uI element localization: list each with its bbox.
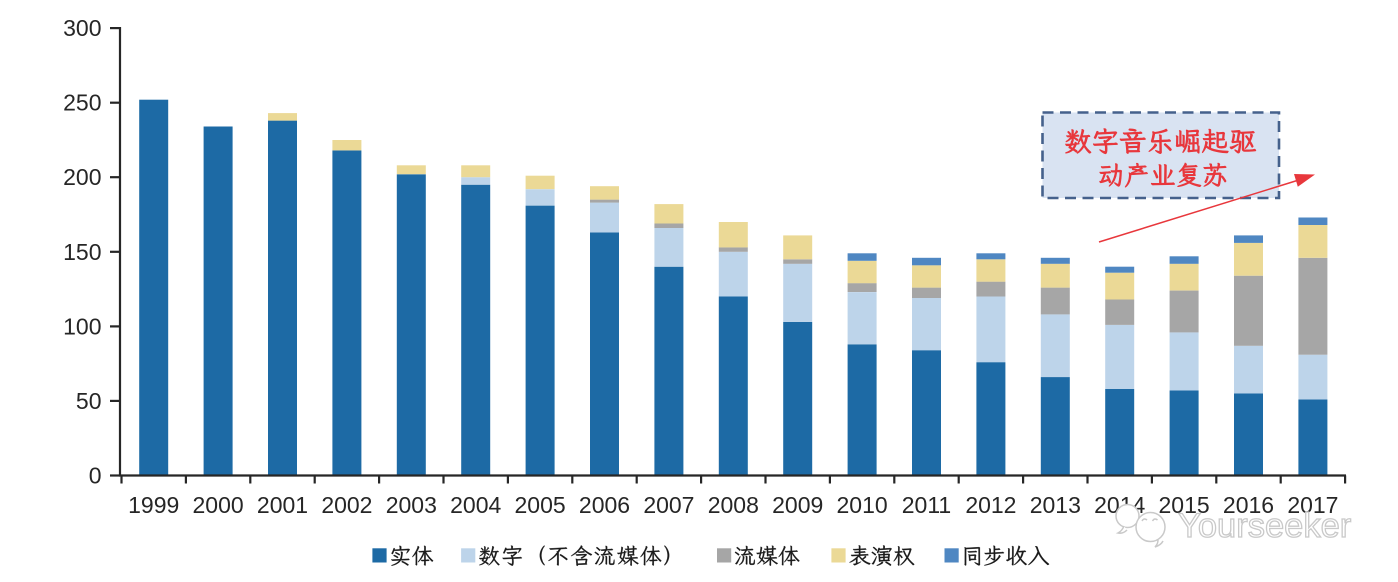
svg-text:2011: 2011 <box>902 492 951 518</box>
svg-text:200: 200 <box>63 164 101 190</box>
svg-text:2008: 2008 <box>708 492 759 518</box>
svg-text:2005: 2005 <box>515 492 566 518</box>
svg-text:2007: 2007 <box>643 492 694 518</box>
svg-text:2004: 2004 <box>450 492 501 518</box>
svg-text:2006: 2006 <box>579 492 630 518</box>
svg-text:1999: 1999 <box>128 492 179 518</box>
svg-text:50: 50 <box>76 388 102 414</box>
svg-text:250: 250 <box>63 90 101 116</box>
svg-text:2009: 2009 <box>772 492 823 518</box>
svg-text:300: 300 <box>63 15 101 41</box>
svg-text:2000: 2000 <box>193 492 244 518</box>
svg-text:0: 0 <box>89 463 102 489</box>
svg-text:2003: 2003 <box>386 492 437 518</box>
svg-text:2017: 2017 <box>1287 492 1338 518</box>
svg-text:2012: 2012 <box>965 492 1016 518</box>
svg-text:150: 150 <box>63 239 101 265</box>
svg-text:2013: 2013 <box>1030 492 1081 518</box>
svg-text:100: 100 <box>63 313 101 339</box>
svg-text:2010: 2010 <box>837 492 888 518</box>
svg-text:Yourseeker: Yourseeker <box>1178 507 1351 545</box>
svg-text:2001: 2001 <box>257 492 308 518</box>
svg-text:2016: 2016 <box>1223 492 1274 518</box>
svg-text:2015: 2015 <box>1159 492 1210 518</box>
svg-text:2002: 2002 <box>321 492 372 518</box>
